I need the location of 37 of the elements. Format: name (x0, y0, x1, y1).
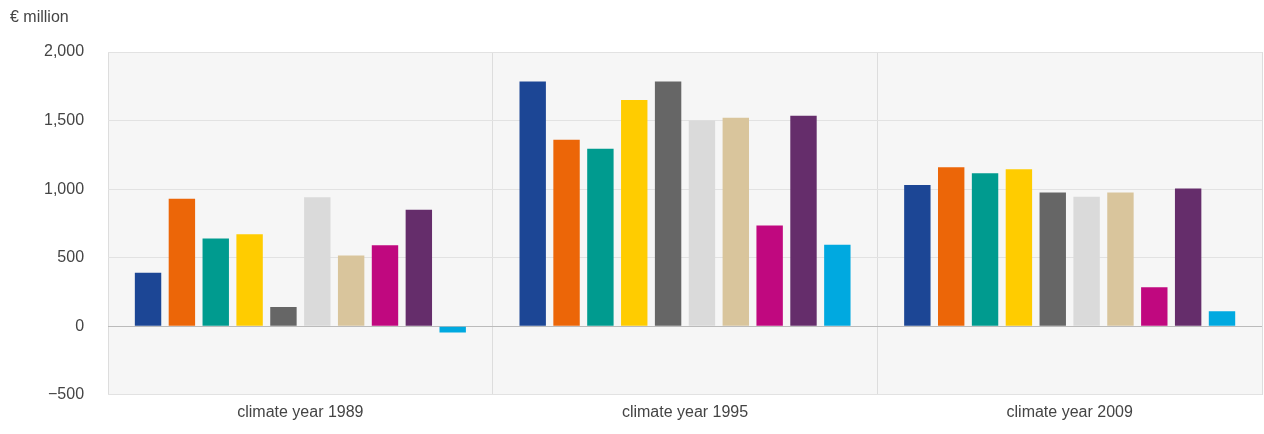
bar (824, 244, 851, 326)
x-tick-label: climate year 2009 (1006, 402, 1133, 420)
bar (270, 307, 297, 326)
x-tick-label: climate year 1995 (621, 402, 749, 420)
y-tick-label: 0 (75, 316, 85, 334)
bar (1107, 192, 1134, 326)
bar (938, 167, 965, 326)
bar (439, 326, 466, 333)
bar (904, 185, 931, 326)
bar (790, 115, 817, 326)
bar (654, 81, 682, 326)
x-tick-label: climate year 1989 (237, 402, 364, 420)
bar (202, 238, 229, 326)
bar (371, 245, 399, 326)
bar (337, 255, 365, 326)
y-tick-label: 2,000 (43, 42, 85, 60)
bar (722, 117, 749, 326)
bar (134, 272, 162, 326)
bar (1039, 192, 1066, 326)
bar (621, 99, 648, 326)
bar (587, 148, 614, 326)
bar (519, 81, 546, 326)
bar (1174, 188, 1202, 326)
bar (756, 225, 783, 326)
y-tick-label: 1,000 (43, 179, 85, 197)
bar (553, 139, 580, 326)
y-tick-label: 500 (57, 248, 85, 266)
y-tick-label: 1,500 (43, 110, 85, 128)
bar (1208, 311, 1236, 326)
bar (971, 173, 999, 326)
bar (168, 198, 196, 326)
bar (1141, 287, 1168, 326)
y-axis-title: € million (10, 8, 69, 26)
bar (405, 209, 433, 326)
bar (236, 234, 263, 326)
bar (1005, 169, 1033, 326)
y-tick-label: −500 (47, 385, 85, 403)
